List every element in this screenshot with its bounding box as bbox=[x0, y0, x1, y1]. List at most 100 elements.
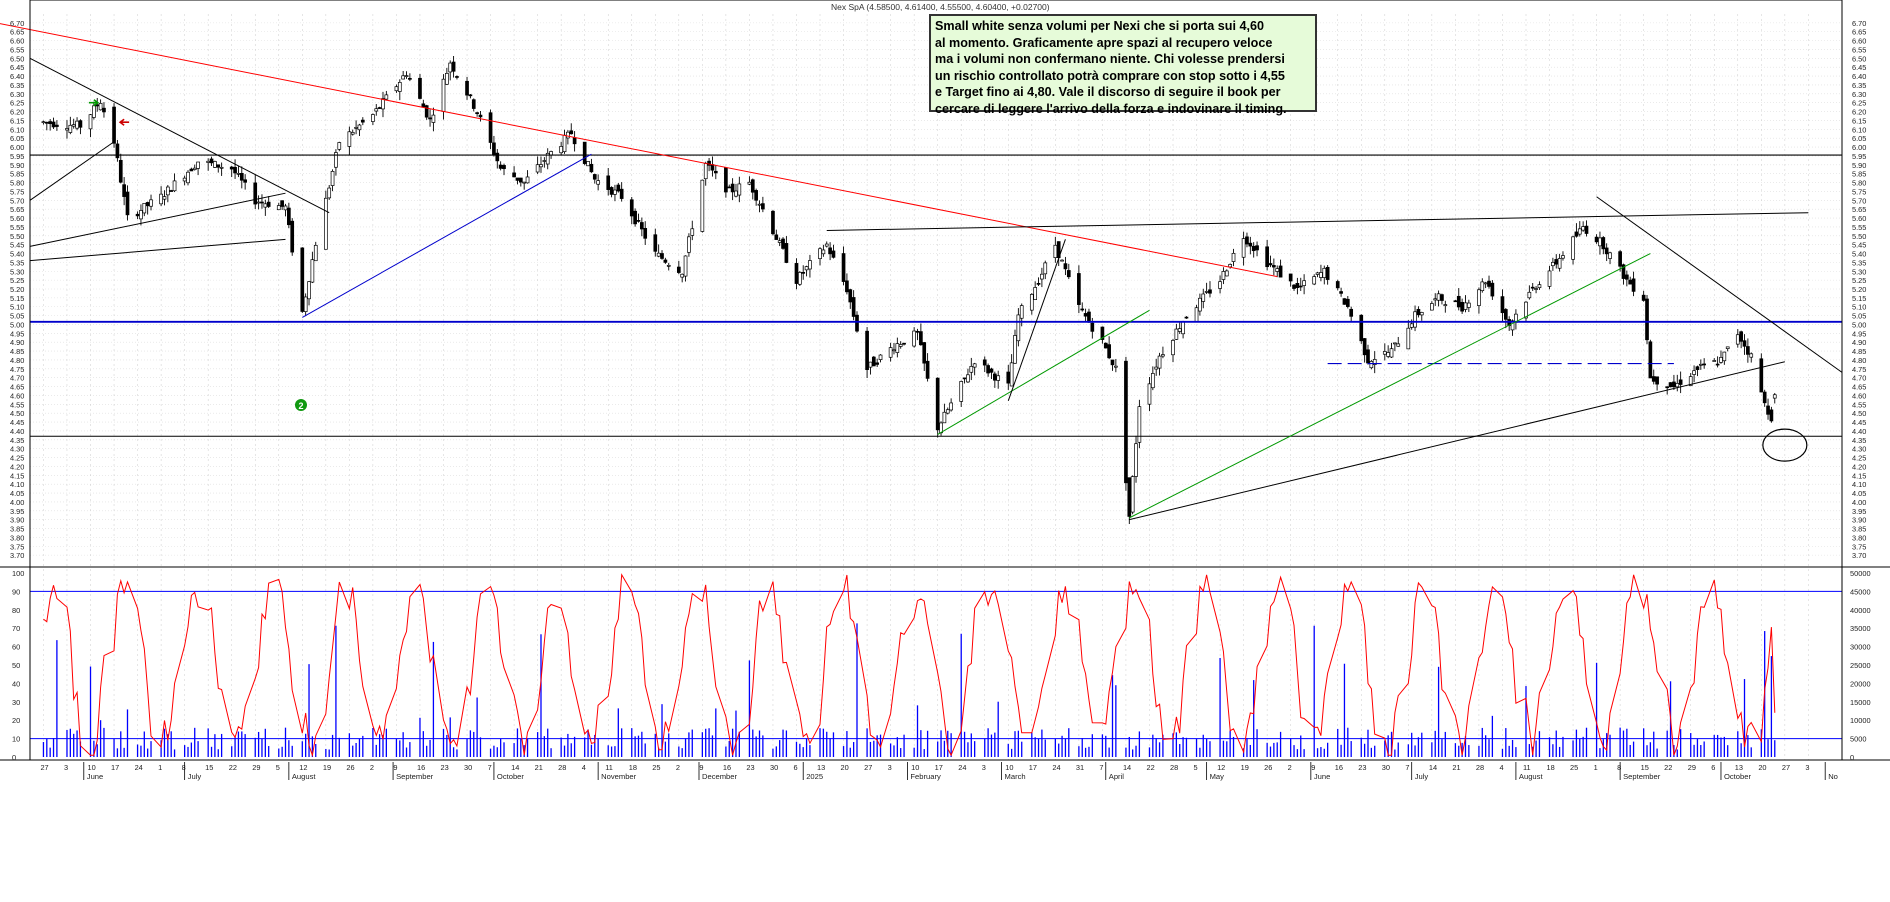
candle bbox=[713, 164, 718, 180]
candle-body bbox=[1090, 322, 1095, 332]
candle-body bbox=[1574, 231, 1579, 237]
candle-body bbox=[592, 174, 597, 180]
candle bbox=[1114, 358, 1118, 373]
candle bbox=[1345, 296, 1350, 309]
candle-body bbox=[1456, 295, 1461, 308]
candle bbox=[1742, 334, 1747, 355]
candle-body bbox=[1275, 268, 1280, 272]
price-tick-right: 5.05 bbox=[1852, 312, 1866, 321]
candle bbox=[492, 135, 496, 157]
price-tick-left: 5.75 bbox=[10, 187, 24, 196]
price-tick-right: 3.90 bbox=[1852, 516, 1866, 525]
candle-body bbox=[478, 114, 483, 118]
day-tick: 23 bbox=[440, 763, 448, 772]
candle bbox=[1406, 320, 1411, 350]
candle-body bbox=[992, 373, 997, 381]
candle bbox=[48, 119, 53, 131]
candle-body bbox=[1359, 314, 1364, 342]
candle bbox=[1251, 242, 1256, 258]
candle bbox=[1194, 304, 1199, 323]
candle bbox=[1456, 288, 1461, 311]
candle bbox=[1480, 278, 1485, 293]
candle bbox=[757, 200, 762, 213]
candle bbox=[68, 116, 73, 135]
candle bbox=[135, 211, 140, 220]
candle-body bbox=[307, 281, 311, 300]
candle-body bbox=[125, 191, 130, 216]
candle-body bbox=[680, 273, 685, 278]
candle bbox=[1762, 389, 1767, 407]
price-tick-right: 4.90 bbox=[1852, 338, 1866, 347]
candle bbox=[898, 341, 903, 349]
price-tick-right: 5.55 bbox=[1852, 223, 1866, 232]
candle-body bbox=[1490, 282, 1495, 297]
candle-body bbox=[676, 266, 681, 273]
candlestick-series bbox=[41, 55, 1777, 525]
candle bbox=[1110, 359, 1115, 371]
candle bbox=[1255, 241, 1259, 257]
candle bbox=[828, 242, 832, 261]
candle-body bbox=[845, 280, 849, 293]
candle-body bbox=[1134, 443, 1138, 477]
candle-body bbox=[1419, 312, 1424, 316]
candle-body bbox=[1389, 348, 1394, 358]
candle-body bbox=[1181, 321, 1185, 335]
price-tick-right: 4.85 bbox=[1852, 347, 1866, 356]
volume-tick: 20000 bbox=[1850, 679, 1871, 688]
candle bbox=[680, 273, 685, 283]
candle-body bbox=[1137, 406, 1142, 443]
candle-body bbox=[1130, 476, 1135, 513]
candle bbox=[451, 55, 456, 78]
candle-body bbox=[828, 247, 832, 255]
candle-body bbox=[798, 272, 802, 285]
candle bbox=[1735, 329, 1740, 348]
price-tick-left: 4.45 bbox=[10, 418, 24, 427]
candle bbox=[115, 139, 120, 162]
candle bbox=[1006, 364, 1011, 390]
candle-body bbox=[1019, 305, 1024, 319]
candle-body bbox=[774, 234, 779, 240]
day-tick: 13 bbox=[1735, 763, 1743, 772]
candle bbox=[172, 173, 177, 193]
candle bbox=[475, 111, 479, 117]
trendline bbox=[29, 238, 286, 262]
candle bbox=[589, 158, 594, 173]
candle bbox=[465, 76, 469, 100]
candle-body bbox=[71, 124, 76, 127]
candle-body bbox=[139, 210, 143, 220]
candle bbox=[424, 104, 429, 120]
trendline bbox=[937, 309, 1150, 435]
candle bbox=[969, 357, 974, 381]
candle-body bbox=[310, 259, 315, 283]
analysis-note: Small white senza volumi per Nexi che si… bbox=[929, 14, 1317, 116]
trendline bbox=[826, 212, 1809, 231]
candle-body bbox=[912, 330, 916, 347]
oscillator-tick: 40 bbox=[12, 679, 20, 688]
candle-body bbox=[1248, 242, 1253, 247]
day-tick: 7 bbox=[1405, 763, 1409, 772]
candle bbox=[1453, 299, 1458, 303]
candle-body bbox=[263, 203, 268, 208]
candle bbox=[142, 202, 147, 217]
candle bbox=[912, 327, 916, 348]
candle-body bbox=[1487, 280, 1491, 287]
volume-tick: 10000 bbox=[1850, 716, 1871, 725]
month-label: May bbox=[1210, 772, 1225, 781]
candle bbox=[408, 73, 412, 82]
candle bbox=[1208, 281, 1212, 298]
candle-body bbox=[465, 80, 469, 96]
day-tick: 3 bbox=[64, 763, 68, 772]
day-tick: 28 bbox=[1170, 763, 1178, 772]
candle bbox=[377, 106, 382, 109]
candle-body bbox=[1083, 313, 1088, 317]
svg-text:2: 2 bbox=[298, 401, 303, 411]
month-label: February bbox=[910, 772, 941, 781]
candle-body bbox=[276, 205, 281, 211]
candle bbox=[169, 189, 174, 192]
candle-body bbox=[165, 186, 170, 196]
price-tick-right: 5.95 bbox=[1852, 152, 1866, 161]
candle bbox=[165, 184, 170, 203]
candle bbox=[727, 184, 732, 189]
price-tick-right: 5.90 bbox=[1852, 161, 1866, 170]
price-tick-left: 3.80 bbox=[10, 533, 24, 542]
